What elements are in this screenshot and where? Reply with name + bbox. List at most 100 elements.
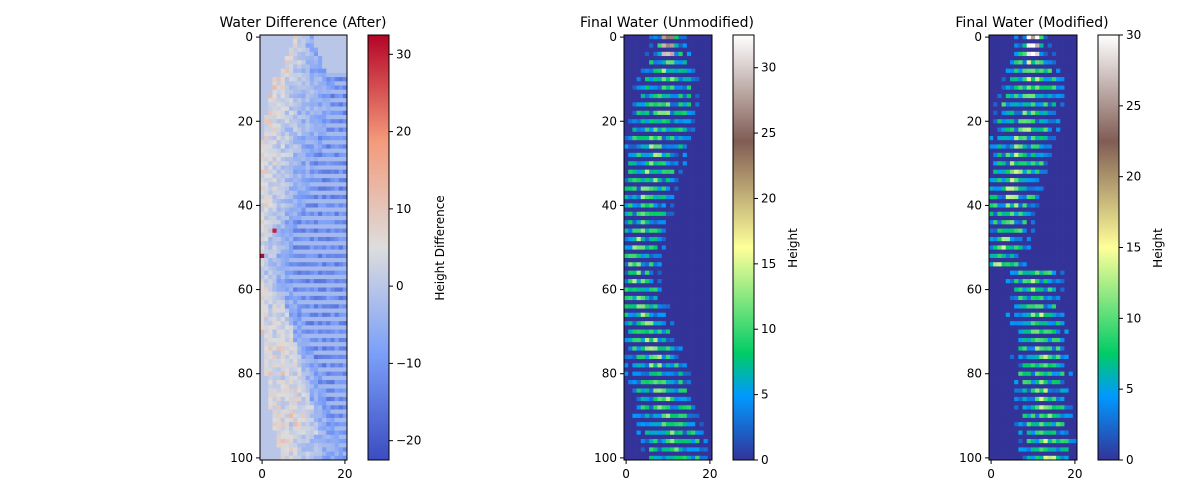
heatmap-cell — [309, 380, 315, 385]
heatmap-cell — [1068, 144, 1074, 150]
heatmap-cell — [624, 384, 629, 389]
heatmap-cell — [1064, 102, 1070, 107]
heatmap-cell — [1005, 68, 1011, 74]
heatmap-cell — [305, 346, 311, 351]
heatmap-cell — [313, 182, 319, 187]
heatmap-cell — [280, 270, 286, 276]
heatmap-cell — [293, 350, 298, 356]
heatmap-cell — [1064, 123, 1070, 128]
heatmap-cell — [342, 359, 348, 364]
heatmap-cell — [703, 253, 709, 259]
heatmap-cell — [691, 165, 696, 171]
heatmap-cell — [309, 367, 315, 373]
heatmap-cell — [284, 232, 290, 238]
heatmap-cell — [632, 274, 637, 280]
heatmap-cell — [309, 342, 315, 347]
heatmap-cell — [334, 262, 340, 267]
heatmap-cell — [707, 316, 713, 322]
heatmap-cell — [313, 392, 319, 398]
heatmap-cell — [309, 279, 315, 284]
heatmap-cell — [682, 93, 688, 99]
heatmap-cell — [334, 98, 340, 103]
heatmap-cell — [309, 295, 315, 301]
heatmap-cell — [313, 135, 319, 141]
heatmap-cell — [1060, 51, 1065, 57]
heatmap-cell — [309, 333, 315, 339]
heatmap-cell — [272, 312, 277, 318]
x-tick-label: 0 — [622, 467, 630, 481]
heatmap-cell — [686, 178, 692, 183]
heatmap-cell — [670, 371, 675, 377]
heatmap-cell — [313, 295, 319, 301]
heatmap-cell — [330, 60, 335, 65]
heatmap-cell — [301, 232, 306, 238]
heatmap-cell — [318, 430, 323, 436]
heatmap-cell — [1064, 77, 1070, 82]
heatmap-cell — [707, 321, 713, 326]
heatmap-cell — [264, 51, 269, 57]
heatmap-cell — [657, 270, 663, 276]
heatmap-cell — [686, 220, 692, 225]
heatmap-cell — [322, 308, 327, 314]
heatmap-cell — [661, 422, 667, 427]
heatmap-cell — [653, 375, 658, 381]
heatmap-cell — [699, 325, 705, 330]
heatmap-cell — [632, 401, 637, 406]
heatmap-cell — [322, 392, 327, 398]
heatmap-cell — [338, 325, 344, 330]
heatmap-cell — [640, 236, 646, 242]
heatmap-cell — [301, 253, 306, 259]
heatmap-cell — [649, 35, 654, 40]
heatmap-cell — [305, 388, 311, 394]
heatmap-cell — [644, 396, 650, 402]
heatmap-cell — [695, 93, 700, 99]
heatmap-cell — [636, 228, 642, 234]
heatmap-cell — [322, 443, 327, 448]
heatmap-cell — [272, 140, 277, 145]
heatmap-cell — [289, 371, 294, 377]
heatmap-cell — [636, 190, 642, 196]
heatmap-cell — [691, 346, 696, 351]
heatmap-cell — [628, 144, 633, 150]
heatmap-cell — [644, 102, 650, 107]
heatmap-cell — [1030, 56, 1036, 61]
heatmap-cell — [1056, 39, 1061, 44]
heatmap-cell — [305, 434, 311, 440]
heatmap-cell — [313, 72, 319, 78]
heatmap-cell — [665, 194, 671, 200]
heatmap-cell — [322, 249, 327, 255]
heatmap-cell — [640, 295, 646, 301]
heatmap-cell — [661, 409, 667, 415]
heatmap-cell — [649, 135, 654, 141]
heatmap-cell — [1039, 43, 1044, 49]
heatmap-cell — [707, 337, 713, 343]
heatmap-cell — [1039, 81, 1044, 86]
heatmap-cell — [640, 60, 646, 65]
heatmap-cell — [289, 241, 294, 246]
heatmap-cell — [318, 182, 323, 187]
heatmap-cell — [284, 380, 290, 385]
heatmap-cell — [670, 199, 675, 204]
heatmap-cell — [691, 384, 696, 389]
heatmap-cell — [1022, 140, 1028, 145]
heatmap-cell — [264, 295, 269, 301]
heatmap-cell — [640, 325, 646, 330]
heatmap-cell — [644, 60, 650, 65]
heatmap-cell — [686, 232, 692, 238]
heatmap-cell — [703, 455, 709, 461]
heatmap-cell — [691, 417, 696, 423]
heatmap-cell — [649, 253, 654, 259]
heatmap-cell — [1030, 35, 1036, 40]
heatmap-cell — [707, 329, 713, 335]
heatmap-cell — [636, 245, 642, 251]
heatmap-cell — [1014, 110, 1019, 116]
heatmap-cell — [1051, 64, 1057, 70]
heatmap-cell — [632, 371, 637, 377]
heatmap-cell — [330, 287, 335, 293]
heatmap-cell — [284, 152, 290, 158]
heatmap-cell — [640, 308, 646, 314]
heatmap-cell — [280, 316, 286, 322]
heatmap-cell — [695, 354, 700, 360]
heatmap-cell — [338, 148, 344, 154]
heatmap-cell — [309, 287, 315, 293]
